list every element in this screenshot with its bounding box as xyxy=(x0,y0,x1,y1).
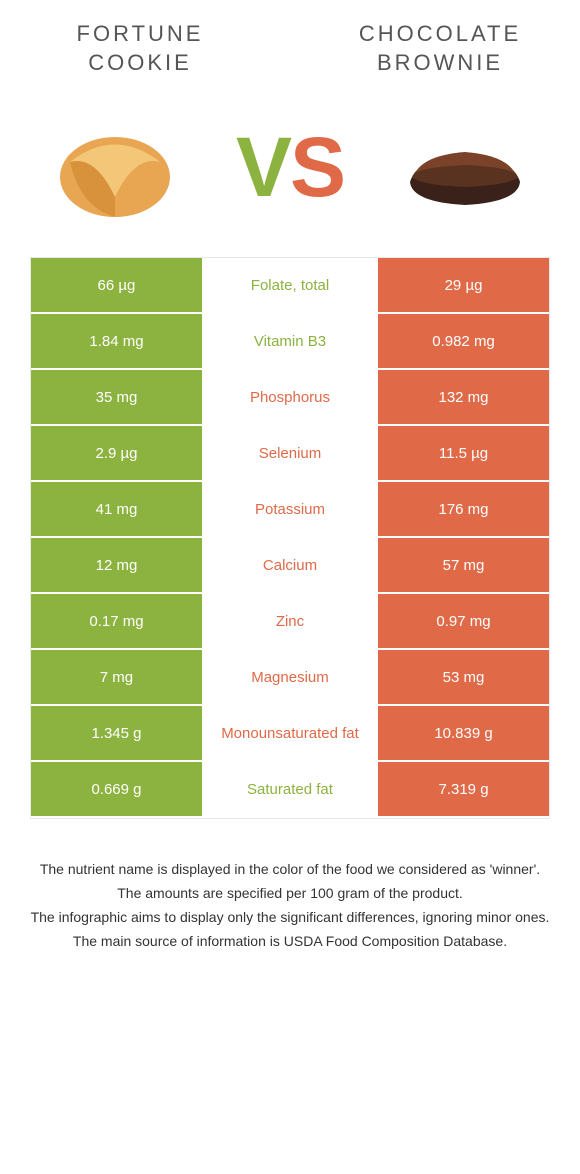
vs-s-letter: S xyxy=(290,120,344,214)
nutrient-name-cell: Vitamin B3 xyxy=(202,314,378,370)
table-row: 7 mgMagnesium53 mg xyxy=(31,650,549,706)
right-value-cell: 11.5 µg xyxy=(378,426,549,482)
nutrient-name-cell: Phosphorus xyxy=(202,370,378,426)
footnote-line: The main source of information is USDA F… xyxy=(30,931,550,952)
left-value-cell: 1.345 g xyxy=(31,706,202,762)
right-value-cell: 132 mg xyxy=(378,370,549,426)
nutrient-table: 66 µgFolate, total29 µg1.84 mgVitamin B3… xyxy=(30,257,550,819)
footnote-line: The amounts are specified per 100 gram o… xyxy=(30,883,550,904)
vs-v-letter: V xyxy=(236,120,290,214)
table-row: 66 µgFolate, total29 µg xyxy=(31,258,549,314)
left-value-cell: 1.84 mg xyxy=(31,314,202,370)
footnote-line: The nutrient name is displayed in the co… xyxy=(30,859,550,880)
left-value-cell: 0.17 mg xyxy=(31,594,202,650)
nutrient-name-cell: Magnesium xyxy=(202,650,378,706)
table-row: 0.669 gSaturated fat7.319 g xyxy=(31,762,549,818)
nutrient-name-cell: Zinc xyxy=(202,594,378,650)
table-row: 12 mgCalcium57 mg xyxy=(31,538,549,594)
right-value-cell: 176 mg xyxy=(378,482,549,538)
table-row: 1.84 mgVitamin B30.982 mg xyxy=(31,314,549,370)
vs-label: VS xyxy=(236,119,344,216)
right-value-cell: 57 mg xyxy=(378,538,549,594)
right-value-cell: 10.839 g xyxy=(378,706,549,762)
fortune-cookie-image xyxy=(40,107,190,227)
right-value-cell: 0.982 mg xyxy=(378,314,549,370)
header: FORTUNE COOKIE CHOCOLATE BROWNIE xyxy=(0,0,580,87)
nutrient-name-cell: Saturated fat xyxy=(202,762,378,818)
table-row: 1.345 gMonounsaturated fat10.839 g xyxy=(31,706,549,762)
right-value-cell: 7.319 g xyxy=(378,762,549,818)
food-right-title: CHOCOLATE BROWNIE xyxy=(340,20,540,77)
nutrient-name-cell: Selenium xyxy=(202,426,378,482)
left-value-cell: 35 mg xyxy=(31,370,202,426)
left-value-cell: 66 µg xyxy=(31,258,202,314)
nutrient-name-cell: Monounsaturated fat xyxy=(202,706,378,762)
brownie-image xyxy=(390,107,540,227)
nutrient-name-cell: Folate, total xyxy=(202,258,378,314)
left-value-cell: 2.9 µg xyxy=(31,426,202,482)
table-row: 2.9 µgSelenium11.5 µg xyxy=(31,426,549,482)
right-value-cell: 29 µg xyxy=(378,258,549,314)
left-value-cell: 12 mg xyxy=(31,538,202,594)
right-value-cell: 53 mg xyxy=(378,650,549,706)
footnote-line: The infographic aims to display only the… xyxy=(30,907,550,928)
footnotes: The nutrient name is displayed in the co… xyxy=(30,859,550,952)
food-left-title: FORTUNE COOKIE xyxy=(40,20,240,77)
vs-row: VS xyxy=(0,87,580,257)
right-value-cell: 0.97 mg xyxy=(378,594,549,650)
table-row: 0.17 mgZinc0.97 mg xyxy=(31,594,549,650)
nutrient-name-cell: Potassium xyxy=(202,482,378,538)
left-value-cell: 41 mg xyxy=(31,482,202,538)
left-value-cell: 7 mg xyxy=(31,650,202,706)
table-row: 35 mgPhosphorus132 mg xyxy=(31,370,549,426)
left-value-cell: 0.669 g xyxy=(31,762,202,818)
nutrient-name-cell: Calcium xyxy=(202,538,378,594)
table-row: 41 mgPotassium176 mg xyxy=(31,482,549,538)
